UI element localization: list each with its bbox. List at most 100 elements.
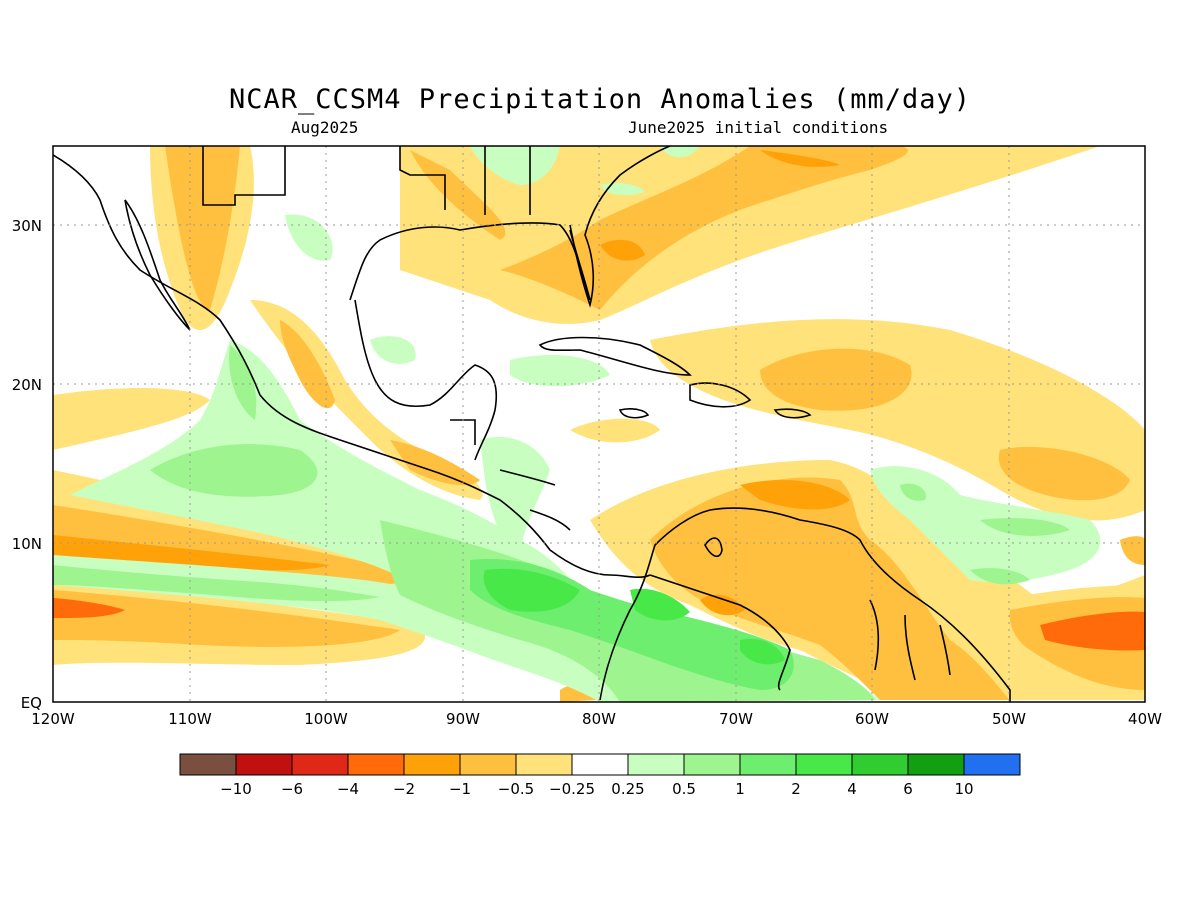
central-america-borders — [450, 419, 571, 531]
wet-region — [630, 588, 690, 621]
lon-tick-label: 90W — [446, 710, 480, 728]
wet-region — [483, 568, 580, 612]
dry-region — [390, 440, 480, 486]
anomaly-field — [53, 146, 1145, 702]
wet-region — [980, 518, 1070, 536]
colorbar-swatch — [739, 753, 797, 776]
colorbar-swatch — [179, 753, 237, 776]
colorbar-swatch — [235, 753, 293, 776]
colorbar-label: 0.5 — [672, 780, 696, 798]
dry-region — [700, 594, 745, 616]
colorbar-swatch — [683, 753, 741, 776]
initial-conditions: June2025 initial conditions — [628, 118, 889, 137]
colorbar: −10 −6 −4 −2 −1 −0.5 −0.25 0.25 0.5 1 2 4 6 10 — [179, 753, 1021, 798]
lat-tick-label: 20N — [12, 376, 42, 394]
wet-region — [150, 444, 318, 497]
colorbar-label: 1 — [735, 780, 745, 798]
lat-tick-label: EQ — [21, 694, 42, 712]
yucatan — [354, 299, 497, 461]
dry-region — [280, 320, 335, 409]
dry-region — [1040, 611, 1145, 651]
wet-region — [480, 436, 550, 560]
lon-tick-label: 110W — [168, 710, 212, 728]
colorbar-swatch — [403, 753, 461, 776]
wet-region — [970, 568, 1030, 585]
colorbar-label: −0.5 — [498, 780, 534, 798]
colorbar-label: −2 — [393, 780, 415, 798]
lon-tick-label: 40W — [1128, 710, 1162, 728]
lon-tick-label: 120W — [31, 710, 75, 728]
cuba — [538, 336, 692, 376]
colorbar-label: −1 — [449, 780, 471, 798]
colorbar-label: 2 — [791, 780, 801, 798]
lon-tick-label: 50W — [992, 710, 1026, 728]
colorbar-swatch — [571, 753, 629, 776]
lon-tick-label: 100W — [304, 710, 348, 728]
colorbar-swatch — [627, 753, 685, 776]
wet-region — [510, 355, 610, 387]
gridlines — [53, 146, 1145, 702]
jamaica — [618, 408, 650, 419]
colorbar-label: −6 — [281, 780, 303, 798]
mexico-pacific-coast — [53, 154, 651, 578]
colorbar-label: −10 — [220, 780, 252, 798]
colorbar-label: −0.25 — [549, 780, 595, 798]
puerto-rico — [773, 408, 812, 419]
colorbar-label: −4 — [337, 780, 359, 798]
map-frame — [52, 145, 1146, 703]
colorbar-swatch — [907, 753, 965, 776]
dry-region — [600, 239, 645, 261]
colorbar-swatch — [795, 753, 853, 776]
colorbar-label: 6 — [903, 780, 913, 798]
lon-tick-label: 60W — [855, 710, 889, 728]
dry-region — [740, 480, 850, 510]
dry-region — [760, 150, 840, 167]
maracaibo — [704, 537, 723, 558]
wet-region — [900, 483, 926, 501]
guianas-borders — [869, 599, 951, 681]
wet-region — [285, 214, 333, 261]
florida — [569, 146, 671, 308]
lat-tick-label: 10N — [12, 535, 42, 553]
wet-region — [600, 182, 645, 196]
hispaniola — [689, 382, 752, 408]
colorbar-label: 10 — [954, 780, 973, 798]
dry-region — [570, 418, 660, 443]
wet-region — [740, 638, 785, 665]
wet-region — [370, 336, 416, 364]
valid-month: Aug2025 — [291, 118, 359, 137]
colorbar-swatch — [851, 753, 909, 776]
dry-region — [760, 348, 912, 411]
wet-region — [870, 466, 1101, 582]
gulf-coast — [349, 222, 591, 301]
dry-region — [53, 590, 400, 647]
map-title: NCAR_CCSM4 Precipitation Anomalies (mm/d… — [229, 84, 971, 115]
dry-region — [53, 388, 210, 450]
wet-region — [53, 565, 380, 602]
dry-region — [500, 146, 909, 310]
us-borders — [202, 146, 531, 215]
colorbar-swatch — [515, 753, 573, 776]
dry-region — [410, 150, 506, 240]
colorbar-label: 4 — [847, 780, 857, 798]
wet-region — [660, 146, 700, 158]
dry-region — [998, 446, 1130, 501]
dry-region — [53, 598, 125, 618]
colorbar-swatch — [291, 753, 349, 776]
lon-tick-label: 70W — [719, 710, 753, 728]
dry-region — [165, 146, 240, 310]
wet-region — [470, 146, 560, 185]
lon-tick-label: 80W — [582, 710, 616, 728]
colorbar-swatch — [347, 753, 405, 776]
lon-axis: 120W 110W 100W 90W 80W 70W 60W 50W 40W — [31, 710, 1162, 728]
colorbar-swatch — [459, 753, 517, 776]
colorbar-swatch — [963, 753, 1021, 776]
wet-region — [53, 340, 880, 702]
south-america-north-coast — [599, 507, 1011, 702]
wet-region — [229, 345, 257, 420]
lat-tick-label: 30N — [12, 217, 42, 235]
dry-region — [650, 477, 1010, 700]
lat-axis: EQ 10N 20N 30N — [12, 217, 42, 712]
venezuela-colombia-border — [649, 574, 791, 691]
